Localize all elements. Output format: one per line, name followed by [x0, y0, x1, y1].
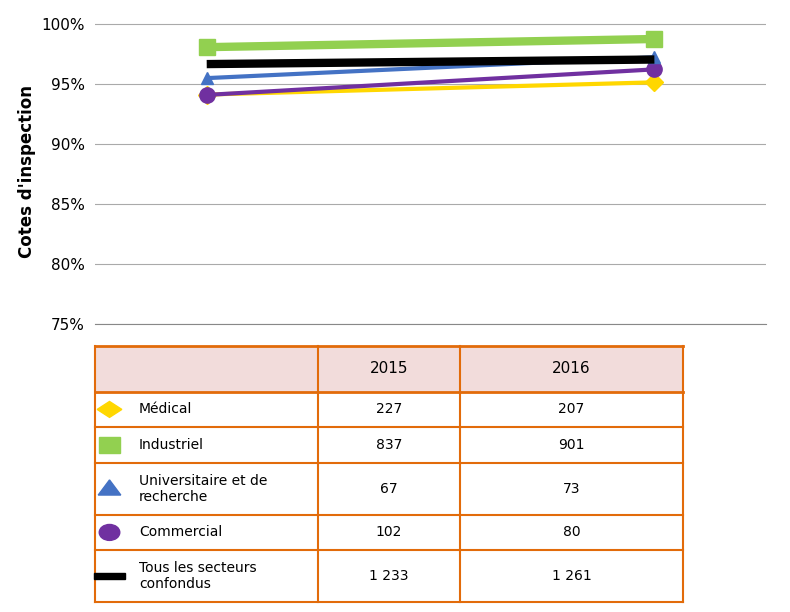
- Text: 227: 227: [376, 403, 402, 416]
- Text: Médical: Médical: [139, 403, 192, 416]
- Text: 207: 207: [559, 403, 585, 416]
- Text: Industriel: Industriel: [139, 438, 204, 452]
- Y-axis label: Cotes d'inspection: Cotes d'inspection: [18, 85, 36, 258]
- Text: 1 233: 1 233: [369, 569, 409, 583]
- Text: Commercial: Commercial: [139, 526, 222, 539]
- Text: 73: 73: [562, 482, 581, 496]
- Text: 67: 67: [380, 482, 398, 496]
- Text: 1 261: 1 261: [551, 569, 592, 583]
- Text: 102: 102: [376, 526, 402, 539]
- Text: Universitaire et de
recherche: Universitaire et de recherche: [139, 474, 267, 504]
- Text: 837: 837: [376, 438, 402, 452]
- Text: 2015: 2015: [370, 361, 408, 376]
- Text: Tous les secteurs
confondus: Tous les secteurs confondus: [139, 561, 257, 591]
- Text: 80: 80: [562, 526, 581, 539]
- Text: 2016: 2016: [552, 361, 591, 376]
- Text: 901: 901: [559, 438, 585, 452]
